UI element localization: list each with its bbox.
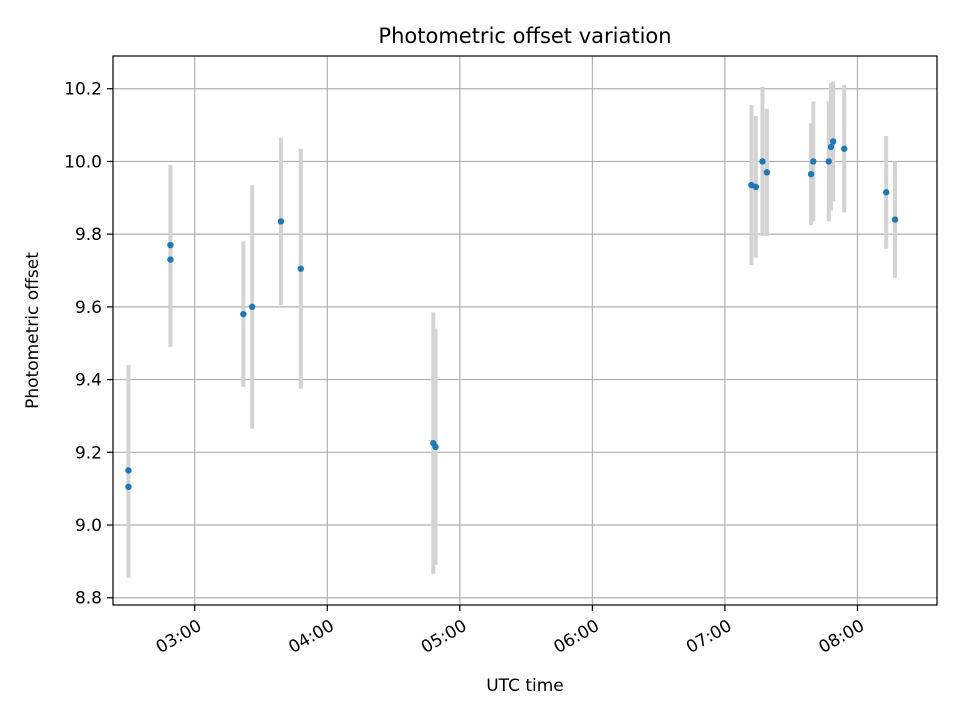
y-tick-label: 9.2 xyxy=(75,443,102,463)
data-point xyxy=(125,483,132,491)
data-point xyxy=(240,310,247,318)
data-point xyxy=(825,158,832,165)
y-tick-label: 9.0 xyxy=(75,516,102,536)
data-point xyxy=(841,145,848,152)
x-axis-label: UTC time xyxy=(486,676,564,696)
y-tick-label: 9.6 xyxy=(75,298,102,318)
data-point xyxy=(297,265,304,272)
y-tick-label: 9.8 xyxy=(75,225,102,245)
data-point xyxy=(432,443,439,451)
y-axis-label: Photometric offset xyxy=(23,252,43,409)
plot-frame xyxy=(112,55,938,606)
data-point xyxy=(807,170,815,178)
data-point xyxy=(125,467,132,474)
data-point xyxy=(248,303,256,311)
data-point xyxy=(167,256,174,263)
data-point xyxy=(752,183,760,191)
data-points xyxy=(125,138,899,491)
y-tick-label: 9.4 xyxy=(75,371,102,391)
y-tick-label: 10.0 xyxy=(64,152,102,172)
data-point xyxy=(277,218,285,225)
data-point xyxy=(891,216,899,223)
y-tick-label: 10.2 xyxy=(64,80,102,100)
data-point xyxy=(882,189,890,196)
data-point xyxy=(167,241,174,249)
data-point xyxy=(827,143,835,151)
data-point xyxy=(829,138,837,145)
y-tick-label: 8.8 xyxy=(75,589,102,609)
data-point xyxy=(759,158,766,165)
data-point xyxy=(763,169,771,176)
data-point xyxy=(810,158,817,165)
chart-title: Photometric offset variation xyxy=(378,24,671,48)
